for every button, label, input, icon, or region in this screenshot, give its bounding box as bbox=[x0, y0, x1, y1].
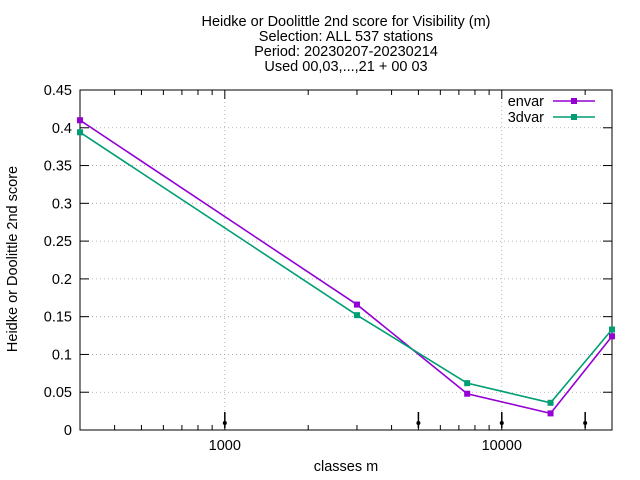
data-point bbox=[77, 117, 83, 124]
x-axis-label: classes m bbox=[314, 459, 378, 475]
y-tick-label: 0.2 bbox=[52, 272, 72, 288]
bottom-markers bbox=[222, 412, 588, 428]
grid-lines bbox=[80, 90, 612, 430]
data-point bbox=[77, 129, 83, 136]
chart-title: Heidke or Doolittle 2nd score for Visibi… bbox=[201, 14, 490, 75]
legend-swatch-marker bbox=[571, 114, 577, 120]
y-tick-label: 0.45 bbox=[44, 83, 72, 99]
y-tick-label: 0.3 bbox=[52, 196, 72, 212]
data-point bbox=[547, 410, 554, 417]
bottom-marker-dot bbox=[416, 421, 421, 425]
y-axis-label: Heidke or Doolittle 2nd score bbox=[5, 166, 21, 352]
title-line-3: Period: 20230207-20230214 bbox=[254, 44, 438, 60]
legend-swatch-marker bbox=[571, 98, 577, 104]
y-tick-label: 0.1 bbox=[52, 347, 72, 363]
y-tick-label: 0.25 bbox=[44, 234, 72, 250]
title-line-1: Heidke or Doolittle 2nd score for Visibi… bbox=[201, 14, 490, 30]
y-tick-label: 0.15 bbox=[44, 310, 72, 326]
series-3dvar bbox=[77, 129, 615, 406]
data-point bbox=[353, 301, 360, 308]
bottom-marker-dot bbox=[583, 421, 588, 425]
title-line-4: Used 00,03,...,21 + 00 03 bbox=[264, 59, 427, 75]
x-tick-label: 10000 bbox=[482, 438, 522, 454]
data-point bbox=[464, 380, 471, 387]
y-tick-label: 0.35 bbox=[44, 159, 72, 175]
y-tick-label: 0.4 bbox=[52, 121, 72, 137]
x-tick-label: 1000 bbox=[209, 438, 241, 454]
legend-label: envar bbox=[508, 94, 544, 110]
data-point bbox=[609, 333, 615, 340]
title-line-2: Selection: ALL 537 stations bbox=[259, 29, 433, 45]
bottom-marker-dot bbox=[499, 421, 504, 425]
y-tick-label: 0 bbox=[64, 423, 72, 439]
data-point bbox=[464, 390, 471, 397]
series-line bbox=[79, 119, 613, 415]
plot-frame bbox=[79, 89, 613, 431]
series-envar bbox=[77, 117, 615, 417]
data-series bbox=[77, 117, 615, 417]
legend-label: 3dvar bbox=[508, 110, 544, 126]
bottom-marker-dot bbox=[222, 421, 227, 425]
axes: 0 0.05 0.1 0.15 0.2 0.25 0.3 0.35 0.4 0.45 1000 100… bbox=[44, 83, 613, 454]
data-point bbox=[547, 399, 554, 406]
data-point bbox=[609, 326, 615, 333]
data-point bbox=[353, 312, 360, 319]
y-tick-label: 0.05 bbox=[44, 385, 72, 401]
